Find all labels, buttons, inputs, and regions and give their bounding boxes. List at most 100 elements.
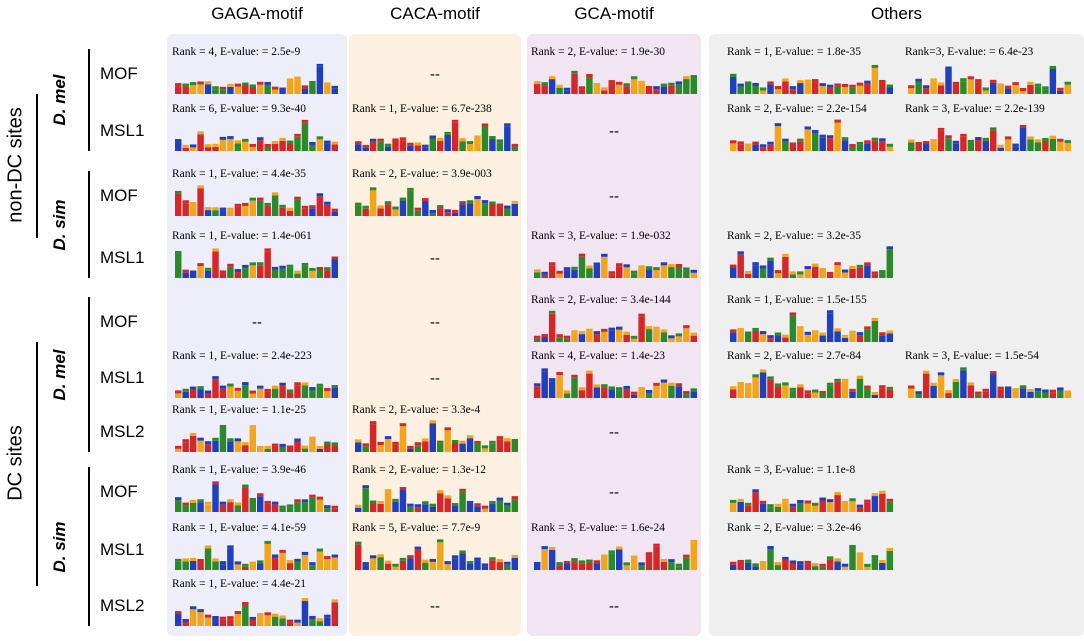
logo-letter	[504, 502, 511, 506]
logo-letter	[849, 333, 856, 342]
logo-letter	[294, 270, 301, 274]
logo-letter	[227, 210, 234, 216]
logo-letter	[1012, 143, 1019, 147]
logo-letter	[879, 490, 886, 494]
logo-letter	[257, 560, 264, 564]
logo-letter	[197, 131, 204, 135]
logo-letter	[578, 86, 586, 90]
logo-letter	[481, 563, 489, 567]
logo-letter	[414, 442, 422, 446]
logo-letter	[1034, 86, 1042, 94]
logo-letter	[660, 262, 668, 266]
logo-letter	[556, 337, 563, 342]
logo-letter	[1019, 385, 1027, 389]
logo-letter	[849, 268, 856, 278]
logo-letter	[399, 560, 407, 570]
logo-letter	[563, 270, 571, 278]
logo-letter	[945, 393, 952, 398]
logo-letter	[234, 611, 242, 615]
logo-letter	[645, 269, 653, 278]
logo-letter	[864, 262, 871, 266]
logo-letter	[197, 562, 204, 570]
logo-letter	[212, 484, 219, 512]
logo-letter	[879, 138, 886, 142]
logo-letter	[683, 325, 690, 329]
logo-letter	[871, 394, 879, 398]
logo-letter	[834, 122, 841, 151]
logo-letter	[324, 614, 331, 618]
logo-letter	[1064, 393, 1071, 398]
logo-letter	[812, 263, 819, 267]
logo-letter	[841, 83, 849, 87]
rank-caption: Rank = 1, E-value: = 4.4e-21	[172, 578, 307, 590]
logo-letter	[812, 79, 819, 83]
logo-letter	[264, 503, 271, 512]
logo-letter	[227, 499, 234, 503]
logo-letter	[399, 200, 407, 216]
logo-letter	[301, 601, 309, 626]
logo-letter	[316, 448, 324, 452]
logo-letter	[908, 388, 915, 398]
logo-letter	[286, 445, 294, 449]
logo-letter	[197, 263, 204, 267]
logo-letter	[234, 272, 242, 278]
logo-letter	[414, 549, 422, 570]
logo-letter	[937, 372, 945, 376]
logo-letter	[407, 503, 414, 507]
logo-letter	[257, 84, 264, 94]
logo-letter	[1042, 140, 1049, 151]
logo-letter	[623, 264, 630, 268]
species-label: D. mel	[50, 74, 69, 126]
logo-letter	[668, 335, 675, 339]
logo-letter	[960, 78, 967, 82]
logo-letter	[767, 338, 774, 342]
row-label: MSL2	[100, 596, 145, 615]
logo-letter	[182, 200, 189, 204]
logo-letter	[279, 204, 286, 208]
logo-letter	[767, 507, 774, 512]
logo-letter	[309, 618, 316, 626]
logo-letter	[189, 499, 197, 503]
logo-letter	[774, 270, 782, 274]
logo-letter	[834, 495, 841, 512]
group-line	[36, 342, 38, 586]
logo-letter	[556, 273, 563, 278]
logo-letter	[945, 135, 952, 139]
logo-letter	[377, 557, 384, 570]
logo-letter	[608, 327, 615, 331]
logo-letter	[930, 81, 937, 94]
logo-letter	[242, 138, 249, 142]
logo-letter	[369, 421, 377, 425]
logo-letter	[197, 188, 204, 216]
logo-letter	[593, 83, 601, 87]
logo-letter	[362, 443, 369, 447]
logo-letter	[683, 328, 690, 342]
logo-letter	[578, 334, 586, 342]
logo-letter	[234, 143, 242, 151]
logo-letter	[782, 253, 789, 257]
logo-letter	[675, 336, 683, 342]
logo-letter	[774, 85, 782, 89]
logo-letter	[324, 556, 331, 560]
logo-letter	[1019, 90, 1027, 94]
rank-caption: Rank = 2, E-value: = 1.3e-12	[352, 464, 487, 476]
logo-letter	[227, 548, 234, 570]
logo-letter	[316, 196, 324, 216]
logo-letter	[737, 501, 744, 512]
logo-letter	[189, 144, 197, 148]
logo-letter	[204, 548, 212, 570]
logo-letter	[316, 193, 324, 197]
logo-letter	[601, 87, 608, 91]
logo-letter	[556, 371, 563, 375]
logo-letter	[511, 441, 518, 452]
logo-letter	[324, 559, 331, 570]
logo-letter	[481, 448, 489, 452]
logo-letter	[1049, 389, 1057, 393]
logo-letter	[841, 334, 849, 338]
logo-letter	[797, 503, 804, 512]
logo-letter	[355, 442, 362, 452]
logo-letter	[1064, 143, 1071, 151]
logo-letter	[752, 82, 759, 86]
logo-letter	[309, 387, 316, 391]
logo-letter	[481, 505, 489, 509]
